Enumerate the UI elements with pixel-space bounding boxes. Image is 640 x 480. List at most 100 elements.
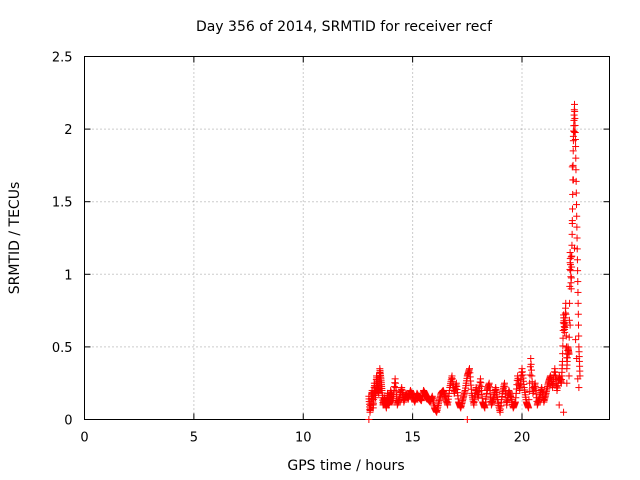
data-point [443, 400, 451, 408]
data-point [524, 403, 532, 411]
x-axis-label: GPS time / hours [287, 458, 404, 474]
data-point [461, 388, 469, 396]
data-point [569, 190, 577, 198]
data-point [574, 299, 582, 307]
data-point [568, 205, 576, 213]
data-point [565, 372, 573, 380]
ticks: 0 5 10 15 20 0 0.5 1 1.5 2 2.5 [52, 51, 610, 446]
data-point [555, 401, 563, 409]
data-point [568, 230, 576, 238]
data-point [498, 393, 506, 401]
data-point [571, 121, 579, 129]
data-point [459, 397, 467, 405]
data-point [566, 282, 574, 290]
x-tick-label: 15 [404, 431, 421, 446]
data-point [491, 385, 499, 393]
data-point [474, 392, 482, 400]
data-point [573, 234, 581, 242]
data-point [435, 400, 443, 408]
data-point [576, 367, 584, 375]
data-point [575, 321, 583, 329]
data-point [537, 385, 545, 393]
data-point [572, 177, 580, 185]
data-point [567, 274, 575, 282]
data-point [565, 333, 573, 341]
data-point [470, 399, 478, 407]
data-point [489, 395, 497, 403]
data-point [573, 256, 581, 264]
data-point [478, 394, 486, 402]
data-point [575, 332, 583, 340]
data-points [365, 100, 584, 423]
data-point [568, 163, 576, 171]
data-point [562, 332, 570, 340]
data-point [500, 381, 508, 389]
data-point [566, 299, 574, 307]
data-point [573, 212, 581, 220]
data-point [568, 252, 576, 260]
data-point [572, 154, 580, 162]
data-point [571, 114, 579, 122]
data-point [569, 161, 577, 169]
data-point [463, 374, 471, 382]
data-point [569, 147, 577, 155]
data-point [572, 336, 580, 344]
data-point [565, 349, 573, 357]
data-point [571, 136, 579, 144]
data-point [575, 384, 583, 392]
data-point [568, 217, 576, 225]
data-point [574, 288, 582, 296]
data-point [448, 374, 456, 382]
data-point [568, 263, 576, 271]
data-point [507, 393, 515, 401]
data-point [365, 416, 373, 423]
plot-frame [84, 56, 610, 420]
data-point [573, 245, 581, 253]
data-point [562, 310, 570, 318]
data-point [476, 378, 484, 386]
y-tick-label: 2 [64, 123, 72, 138]
data-point [559, 326, 567, 334]
x-tick-label: 0 [80, 431, 88, 446]
data-point [542, 391, 550, 399]
data-point [569, 176, 577, 184]
data-point [483, 389, 491, 397]
x-tick-label: 5 [190, 431, 198, 446]
data-point [463, 416, 471, 423]
data-point [428, 393, 436, 401]
data-point [454, 395, 462, 403]
y-tick-label: 0 [64, 414, 72, 429]
data-point [574, 278, 582, 286]
data-point [559, 342, 567, 350]
y-tick-label: 1 [64, 268, 72, 283]
data-point [563, 379, 571, 387]
data-point [567, 273, 575, 281]
data-point [574, 310, 582, 318]
data-point [562, 321, 570, 329]
data-point [572, 189, 580, 197]
data-point [511, 399, 519, 407]
data-point [572, 166, 580, 174]
data-point [465, 366, 473, 374]
y-tick-label: 2.5 [52, 51, 73, 66]
data-point [553, 383, 561, 391]
data-point [567, 267, 575, 275]
y-tick-label: 0.5 [52, 341, 73, 356]
data-point [567, 253, 575, 261]
data-point [515, 384, 523, 392]
data-point [397, 385, 405, 393]
data-point [571, 107, 579, 115]
data-point [526, 371, 534, 379]
x-tick-label: 20 [514, 431, 531, 446]
data-point [452, 381, 460, 389]
grid [84, 56, 610, 420]
data-point [574, 267, 582, 275]
data-point [520, 380, 528, 388]
data-point [572, 143, 580, 151]
data-point [571, 128, 579, 136]
data-point [560, 408, 568, 416]
data-point [525, 396, 533, 404]
data-point [496, 407, 504, 415]
y-tick-label: 1.5 [52, 196, 73, 211]
